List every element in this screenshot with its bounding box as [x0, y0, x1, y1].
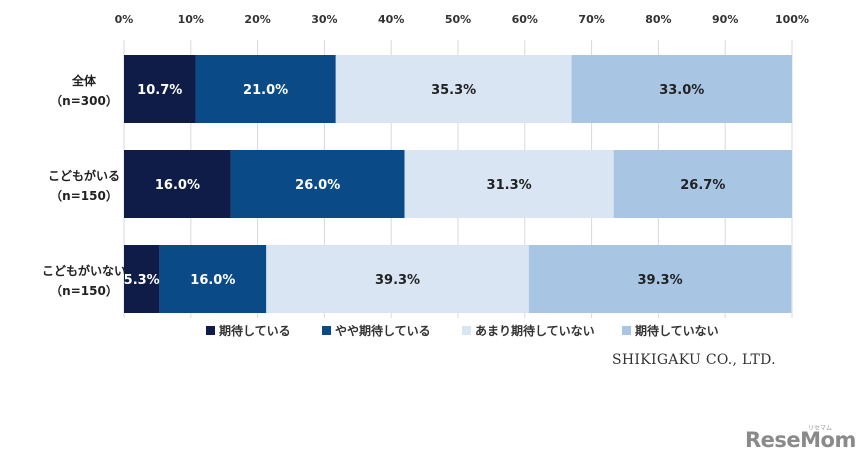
x-tick-label: 100%	[775, 13, 809, 26]
x-tick-label: 90%	[712, 13, 738, 26]
category-label: （n=300）	[50, 93, 118, 108]
x-tick-label: 50%	[445, 13, 471, 26]
data-label: 26.0%	[295, 178, 340, 193]
x-tick-label: 30%	[311, 13, 337, 26]
bar-segment	[571, 55, 792, 123]
data-label: 21.0%	[243, 83, 288, 98]
legend-swatch	[322, 326, 331, 335]
legend-label: あまり期待していない	[475, 323, 595, 338]
data-label: 33.0%	[659, 83, 704, 98]
category-label: （n=150）	[50, 283, 118, 298]
x-tick-label: 70%	[578, 13, 604, 26]
x-tick-label: 80%	[645, 13, 671, 26]
legend-swatch	[206, 326, 215, 335]
bar-segment	[159, 245, 267, 313]
legend-label: やや期待している	[335, 323, 431, 338]
data-label: 26.7%	[680, 178, 725, 193]
bar-segment	[195, 55, 336, 123]
bar-segment	[124, 55, 196, 123]
bar-segment	[335, 55, 572, 123]
legend-label: 期待していない	[635, 323, 719, 338]
category-label: （n=150）	[50, 188, 118, 203]
data-label: 35.3%	[431, 83, 476, 98]
x-tick-label: 0%	[115, 13, 134, 26]
brand-logo: ReseMom	[745, 428, 856, 452]
category-label: こどもがいる	[48, 168, 120, 183]
data-label: 16.0%	[190, 273, 235, 288]
data-label: 39.3%	[638, 273, 683, 288]
bar-segment	[404, 150, 614, 218]
bar-segment	[230, 150, 405, 218]
legend-swatch	[462, 326, 471, 335]
legend-swatch	[622, 326, 631, 335]
credit-text: SHIKIGAKU CO., LTD.	[612, 352, 776, 368]
brand-logo-subtext: リセマム	[808, 425, 833, 432]
category-label: 全体	[71, 73, 97, 88]
bar-segment	[613, 150, 792, 218]
bar-segment	[124, 150, 231, 218]
data-label: 39.3%	[375, 273, 420, 288]
x-tick-label: 60%	[512, 13, 538, 26]
data-label: 16.0%	[155, 178, 200, 193]
bar-segment	[124, 245, 160, 313]
bar-segment	[528, 245, 792, 313]
bar-segment	[266, 245, 529, 313]
data-label: 5.3%	[124, 273, 160, 288]
x-tick-label: 20%	[244, 13, 270, 26]
data-label: 31.3%	[487, 178, 532, 193]
x-tick-label: 40%	[378, 13, 404, 26]
data-label: 10.7%	[137, 83, 182, 98]
x-tick-label: 10%	[178, 13, 204, 26]
legend-label: 期待している	[219, 323, 291, 338]
category-label: こどもがいない	[42, 263, 126, 278]
